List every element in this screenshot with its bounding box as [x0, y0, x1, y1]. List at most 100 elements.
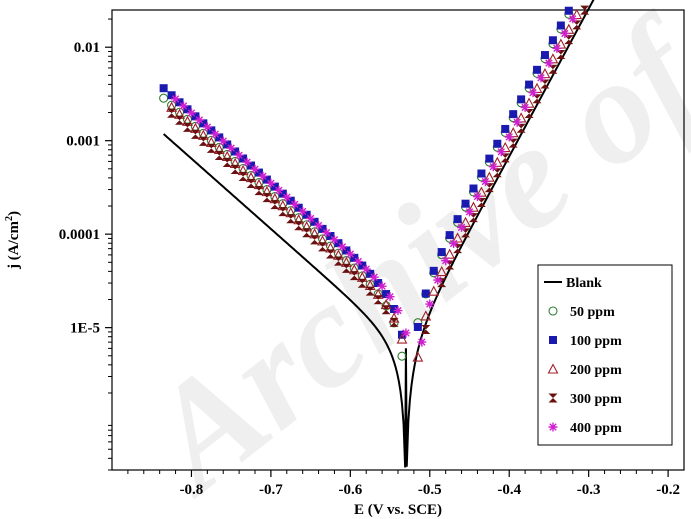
- data-point: [421, 325, 431, 335]
- data-point: [159, 84, 168, 93]
- data-point: [278, 207, 288, 217]
- legend-label: 400 ppm: [570, 421, 622, 436]
- data-point: [175, 115, 185, 125]
- legend-item: 300 ppm: [548, 392, 622, 407]
- data-point: [194, 115, 204, 125]
- data-point: [381, 305, 391, 315]
- data-point: [294, 221, 304, 231]
- data-point: [210, 129, 220, 139]
- data-point: [377, 281, 387, 291]
- x-tick-label: -0.8: [180, 482, 204, 498]
- data-point: [239, 154, 248, 163]
- data-point: [525, 80, 534, 89]
- legend-marker-swatch: [548, 393, 558, 403]
- data-point: [544, 58, 554, 68]
- data-point: [171, 94, 181, 104]
- legend-box: [537, 264, 673, 446]
- data-point: [385, 292, 395, 302]
- data-point: [266, 178, 276, 188]
- data-point: [310, 235, 320, 245]
- data-point: [413, 322, 422, 331]
- data-point: [358, 261, 367, 270]
- data-point: [290, 199, 300, 209]
- data-point: [183, 105, 192, 114]
- data-point: [262, 193, 272, 203]
- data-point: [493, 139, 502, 148]
- data-point: [373, 295, 383, 305]
- data-point: [326, 232, 335, 241]
- data-point: [218, 136, 228, 146]
- data-point: [461, 228, 471, 238]
- data-point: [580, 5, 590, 15]
- x-tick-label: -0.2: [656, 482, 680, 498]
- data-point: [397, 351, 407, 361]
- data-point: [536, 73, 546, 83]
- data-point: [198, 136, 208, 146]
- legend-marker-swatch: [548, 422, 558, 432]
- y-tick-label: 0.0001: [59, 227, 100, 243]
- data-point: [345, 249, 355, 259]
- data-point: [501, 124, 510, 133]
- data-point: [389, 317, 399, 327]
- data-point: [286, 214, 296, 224]
- data-point: [564, 35, 574, 45]
- data-point: [318, 224, 327, 233]
- data-point: [469, 184, 478, 193]
- x-axis-title: E (V vs. SCE): [354, 502, 442, 518]
- data-point: [318, 242, 328, 252]
- data-point: [564, 6, 573, 15]
- data-point: [436, 265, 448, 277]
- data-point: [532, 94, 542, 104]
- data-point: [350, 253, 359, 262]
- data-point: [322, 228, 331, 238]
- data-point: [500, 153, 510, 163]
- x-tick-label: -0.5: [418, 482, 442, 498]
- y-axis-title-main: j (A/cm: [6, 221, 22, 270]
- data-point: [485, 154, 494, 163]
- data-point: [182, 122, 192, 132]
- data-point: [199, 119, 208, 128]
- data-point: [302, 228, 312, 238]
- legend-item: 400 ppm: [548, 421, 622, 436]
- data-point: [420, 310, 432, 321]
- data-point: [230, 164, 240, 174]
- data-point: [488, 162, 498, 172]
- data-point: [468, 213, 478, 223]
- data-point: [191, 112, 200, 121]
- data-point: [453, 244, 463, 254]
- data-point: [234, 150, 244, 160]
- data-point: [428, 285, 440, 296]
- data-point: [460, 216, 471, 227]
- data-point: [452, 232, 463, 243]
- data-point: [401, 328, 411, 338]
- data-point: [417, 337, 427, 347]
- series-points-300-ppm: [167, 5, 590, 335]
- y-tick-label: 1E-5: [70, 321, 100, 337]
- data-point: [512, 117, 522, 127]
- data-point: [314, 220, 324, 230]
- legend-item: 100 ppm: [549, 334, 622, 349]
- data-point: [262, 175, 271, 184]
- legend-label: 300 ppm: [570, 392, 622, 407]
- legend-marker-swatch: [547, 363, 559, 374]
- data-point: [353, 256, 363, 266]
- data-point: [421, 289, 430, 298]
- data-point: [325, 249, 335, 259]
- data-point: [365, 286, 375, 296]
- data-point: [540, 79, 550, 89]
- data-point: [393, 306, 403, 316]
- data-point: [445, 231, 454, 240]
- data-point: [396, 333, 408, 344]
- data-point: [548, 64, 558, 74]
- data-point: [175, 98, 184, 107]
- data-point: [167, 108, 177, 118]
- data-point: [247, 161, 256, 170]
- y-axis-title-superscript: 2: [4, 216, 15, 221]
- data-point: [429, 266, 438, 275]
- data-point: [333, 256, 343, 266]
- data-point: [167, 91, 176, 100]
- data-point: [159, 93, 169, 103]
- y-axis-title: j (A/cm2): [4, 211, 22, 270]
- data-point: [274, 185, 284, 195]
